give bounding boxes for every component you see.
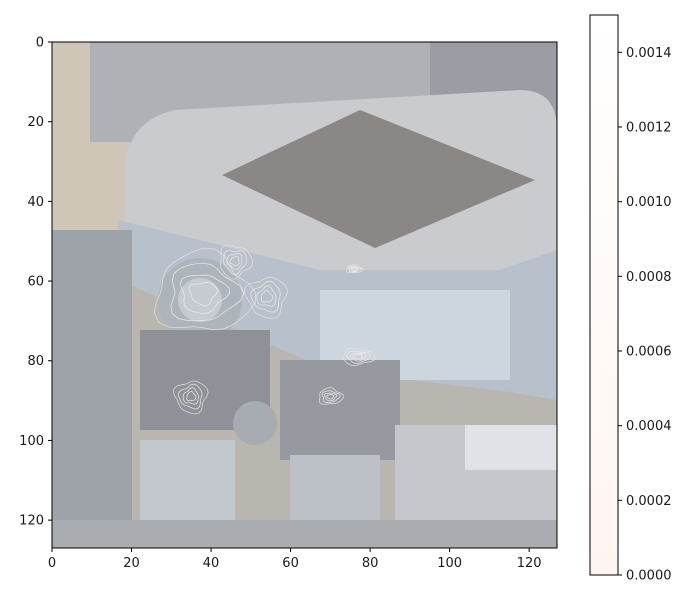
contour-line xyxy=(177,383,203,410)
colorbar-tick-label: 0.0000 xyxy=(626,569,672,584)
x-tick-label: 20 xyxy=(123,556,140,571)
y-tick-label: 120 xyxy=(19,514,44,529)
colorbar-tick-label: 0.0010 xyxy=(626,195,672,210)
colorbar-tick-label: 0.0006 xyxy=(626,345,672,360)
colorbar-tick-label: 0.0012 xyxy=(626,121,672,136)
x-tick-label: 80 xyxy=(362,556,379,571)
x-tick-label: 40 xyxy=(203,556,220,571)
y-tick-label: 100 xyxy=(19,434,44,449)
colorbar xyxy=(589,14,619,576)
colorbar-tick-label: 0.0008 xyxy=(626,270,672,285)
x-tick-label: 60 xyxy=(282,556,299,571)
contour-line xyxy=(223,250,248,276)
contour-line xyxy=(342,347,376,367)
y-axis: 0 20 40 60 80 100 120 xyxy=(19,36,52,529)
contour-line xyxy=(226,252,243,271)
contour-line xyxy=(326,393,335,400)
x-tick-label: 0 xyxy=(48,556,56,571)
contour-line xyxy=(219,244,254,280)
contour-line xyxy=(352,354,363,360)
x-axis: 0 20 40 60 80 100 120 xyxy=(48,548,542,571)
contour-line xyxy=(346,350,371,364)
contour-line xyxy=(348,265,362,273)
contour-line xyxy=(229,256,240,267)
x-tick-label: 120 xyxy=(517,556,542,571)
colorbar-tick-label: 0.0002 xyxy=(626,494,672,509)
contour-line xyxy=(250,280,281,313)
x-tick-label: 100 xyxy=(437,556,462,571)
contour-line xyxy=(345,264,364,274)
contour-line xyxy=(260,290,274,303)
contour-line xyxy=(243,276,289,320)
contour-line xyxy=(351,267,357,271)
y-tick-label: 20 xyxy=(27,115,44,130)
y-tick-label: 60 xyxy=(27,275,44,290)
colorbar-tick-label: 0.0014 xyxy=(626,46,672,61)
plot-frame xyxy=(51,41,558,549)
contour-line xyxy=(323,392,338,401)
contour-line xyxy=(318,387,345,405)
colorbar-tick-label: 0.0004 xyxy=(626,419,672,434)
contour-line xyxy=(182,387,199,405)
y-tick-label: 80 xyxy=(27,354,44,369)
contour-overlay xyxy=(153,244,376,415)
y-tick-label: 0 xyxy=(36,36,44,51)
contour-line xyxy=(170,262,245,321)
contour-line xyxy=(188,281,218,307)
contour-line xyxy=(186,390,197,402)
contour-line xyxy=(349,352,367,362)
contour-line xyxy=(321,390,341,403)
y-tick-label: 40 xyxy=(27,195,44,210)
contour-line xyxy=(153,247,257,331)
contour-line xyxy=(172,380,209,415)
contour-line xyxy=(179,274,231,314)
background-photo xyxy=(52,42,557,548)
contour-line xyxy=(349,266,359,272)
colorbar-axis: 0.0000 0.0002 0.0004 0.0006 0.0008 0.0010 0.00… xyxy=(618,46,672,584)
contour-line xyxy=(256,285,277,307)
